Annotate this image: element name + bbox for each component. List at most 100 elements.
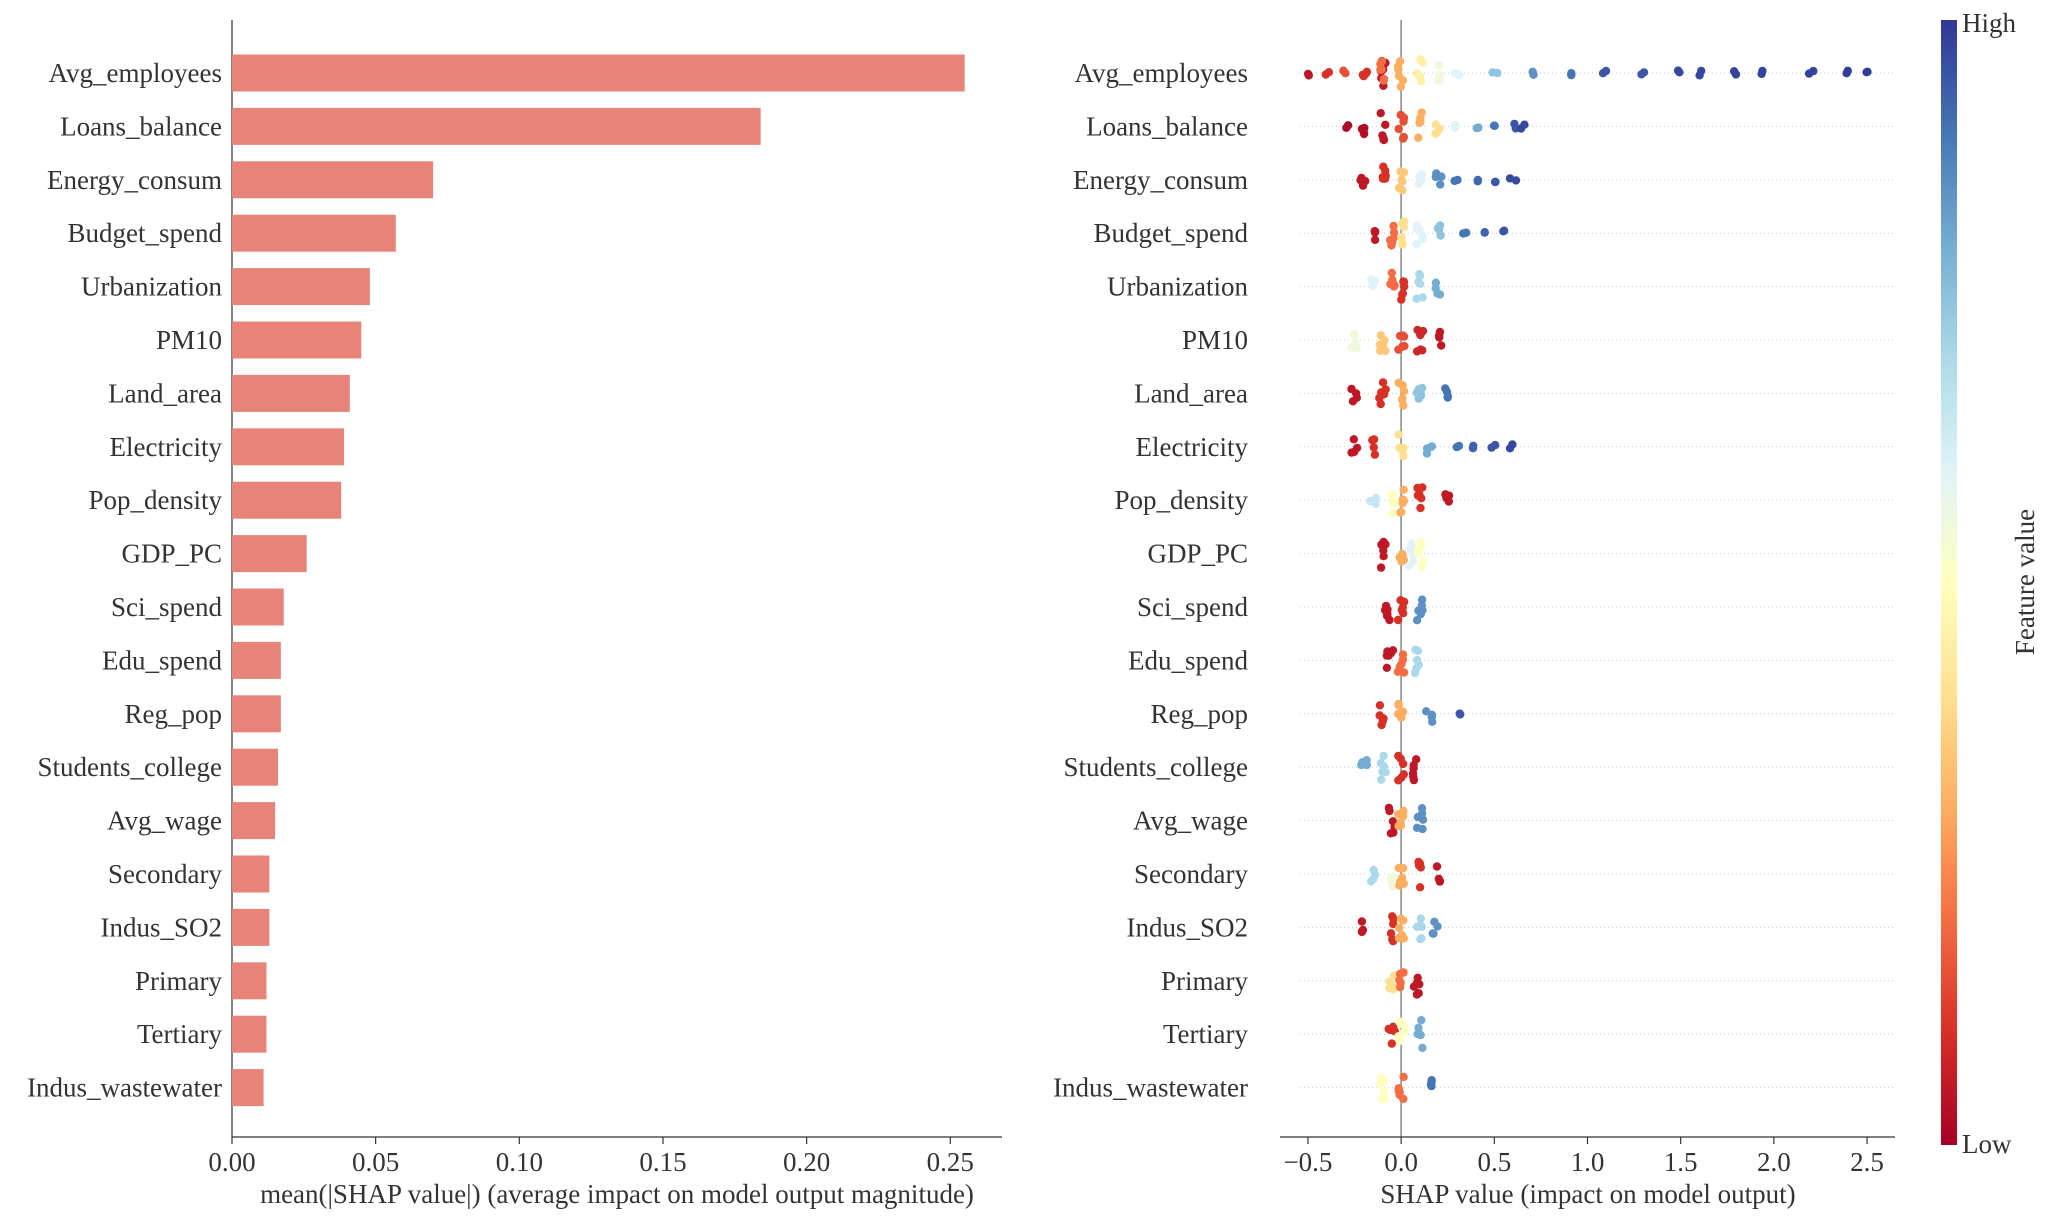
dot-primary [1399,968,1408,977]
dot-electricity [1452,442,1462,452]
dot-students-college [1409,772,1418,781]
x-tick-label: 2.5 [1850,1147,1884,1177]
bar-sci-spend [232,588,284,626]
dot-avg-wage [1388,817,1398,826]
dot-avg-employees [1639,68,1649,77]
dot-indus-so2 [1388,912,1397,921]
dot-edu-spend [1382,663,1392,672]
dot-avg-employees [1396,82,1406,91]
dot-secondary [1399,879,1409,888]
dot-avg-employees [1395,57,1405,66]
dot-energy-consum [1490,177,1500,187]
colorbar-panel: High Low Feature value [1941,8,2040,1159]
dot-land-area [1376,399,1385,409]
dot-loans-balance [1489,121,1499,130]
x-tick-label: 0.0 [1384,1147,1418,1177]
dot-avg-employees [1675,68,1684,77]
dot-sci-spend [1398,603,1408,612]
dot-indus-so2 [1386,929,1396,938]
x-tick-label: 2.0 [1757,1147,1791,1177]
dot-pm10 [1416,330,1425,340]
dot-electricity [1422,449,1432,458]
dot-edu-spend [1393,667,1403,676]
dot-students-college [1377,775,1386,784]
dot-land-area [1417,383,1427,393]
dot-avg-employees [1435,70,1444,80]
dot-indus-wastewater [1380,1076,1389,1086]
dot-secondary [1369,874,1378,883]
dot-pop-density [1399,485,1408,494]
dot-electricity [1469,441,1478,450]
bar-indus-so2 [232,908,270,946]
y-tick-label: Indus_SO2 [100,912,222,942]
dot-tertiary [1395,1036,1405,1046]
dot-loans-balance [1450,120,1460,130]
dot-energy-consum [1379,162,1388,171]
dot-avg-wage [1418,815,1428,824]
dot-land-area [1379,390,1389,399]
dot-energy-consum [1436,180,1445,189]
dot-reg-pop [1427,712,1437,722]
dot-students-college [1399,770,1409,779]
dot-indus-so2 [1389,919,1398,929]
beeswarm-chart-panel: Avg_employees Loans_balance Energy_consum B… [1053,20,1895,1209]
dot-avg-employees [1863,67,1872,77]
dot-reg-pop [1398,707,1408,716]
dot-loans-balance [1472,124,1482,133]
y-tick-label: Indus_SO2 [1126,912,1248,942]
x-tick-label: 0.20 [783,1147,830,1177]
y-tick-label: Budget_spend [1094,218,1249,248]
y-tick-label: Sci_spend [111,592,222,622]
dot-gdp-pc [1404,561,1414,570]
bar-electricity [232,428,345,466]
bar-pm10 [232,321,362,359]
y-tick-label: Indus_wastewater [27,1073,222,1103]
dot-pop-density [1389,490,1398,499]
dot-electricity [1369,443,1379,452]
y-tick-label: Electricity [1136,432,1249,462]
dot-reg-pop [1377,720,1386,730]
dot-avg-employees [1697,66,1706,76]
dot-primary [1395,975,1404,985]
y-tick-label: Energy_consum [47,165,222,195]
bar-indus-wastewater [232,1069,264,1107]
bar-chart-panel: Avg_employees Loans_balance Energy_consum B… [27,20,1002,1209]
dot-energy-consum [1437,172,1446,181]
x-tick-label: 0.5 [1477,1147,1511,1177]
y-tick-label: Students_college [38,752,222,782]
dot-indus-so2 [1357,917,1367,926]
dot-pm10 [1399,332,1409,341]
dot-pop-density [1371,499,1380,508]
dot-indus-wastewater [1379,1087,1389,1097]
dot-reg-pop [1394,701,1403,710]
y-tick-label: Secondary [108,859,222,889]
dot-gdp-pc [1407,539,1416,548]
colorbar-low-label: Low [1962,1129,2012,1159]
dot-budget-spend [1412,224,1421,234]
y-tick-label: Avg_employees [49,58,222,88]
dot-edu-spend [1386,649,1396,658]
dot-budget-spend [1397,233,1406,242]
dot-electricity [1394,430,1403,439]
dot-loans-balance [1343,121,1353,130]
y-tick-label: GDP_PC [121,539,222,569]
dot-energy-consum [1453,175,1462,185]
dot-avg-employees [1729,67,1739,76]
dot-primary [1395,983,1405,992]
y-tick-label: Avg_employees [1075,58,1248,88]
colorbar-high-label: High [1962,8,2017,38]
y-tick-label: Energy_consum [1073,165,1248,195]
dot-tertiary [1417,1016,1426,1025]
dot-secondary [1434,874,1444,883]
y-tick-label: Edu_spend [102,645,222,675]
dot-sci-spend [1393,615,1403,625]
dot-loans-balance [1379,133,1388,143]
dot-avg-employees [1379,74,1389,84]
dot-tertiary [1414,1023,1423,1032]
dot-avg-employees [1321,70,1331,79]
dot-secondary [1387,875,1396,884]
dot-indus-so2 [1399,934,1409,943]
bar-avg-employees [232,54,965,92]
dot-reg-pop [1455,709,1464,718]
dot-avg-employees [1809,66,1818,76]
